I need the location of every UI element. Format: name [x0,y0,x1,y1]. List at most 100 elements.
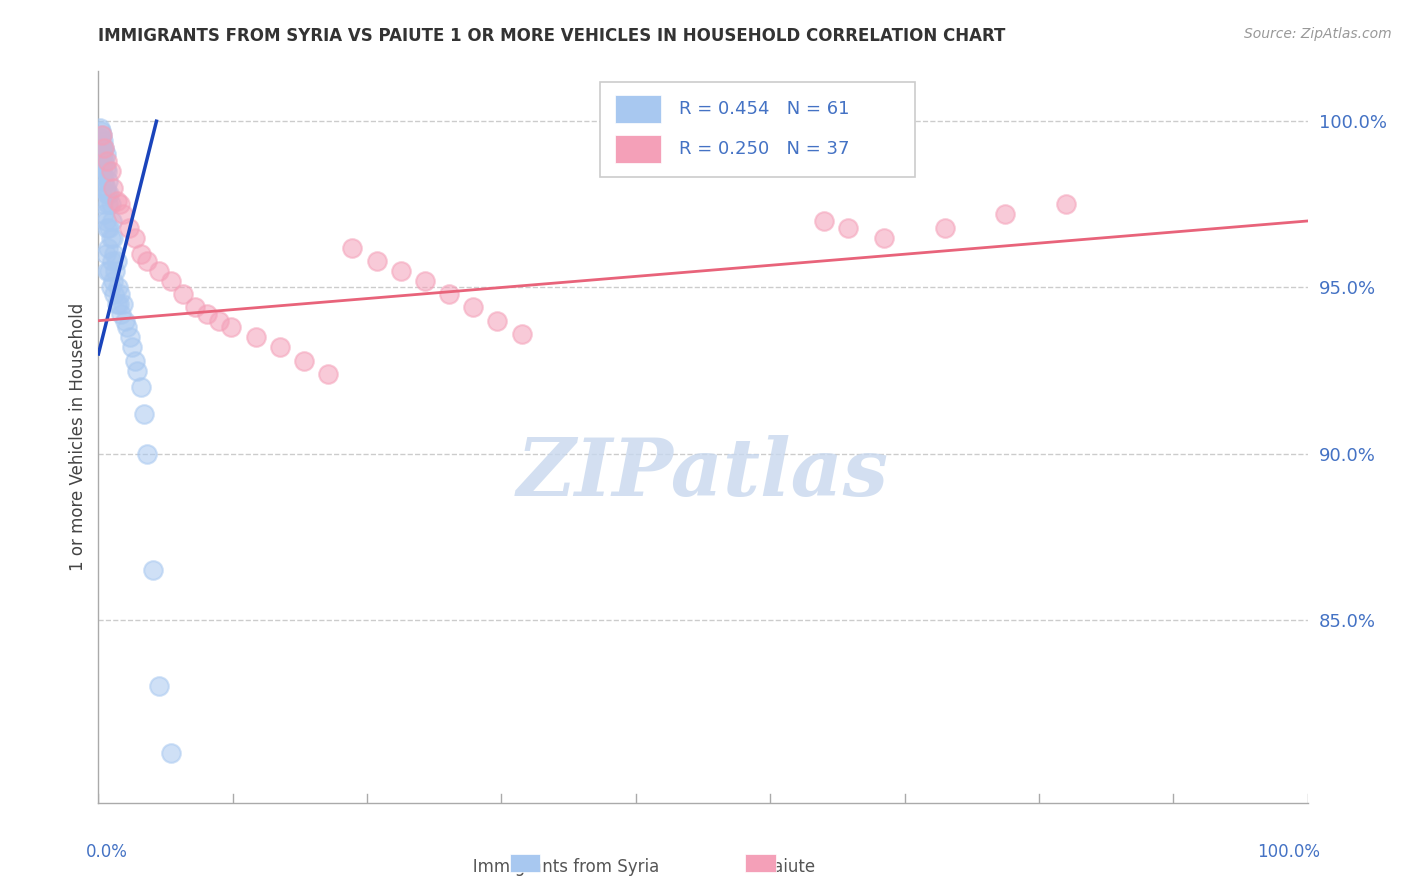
Point [96,187,118,202]
Point [90,137,112,152]
Y-axis label: 1 or more Vehicles in Household: 1 or more Vehicles in Household [69,303,87,571]
Point [94,180,117,194]
Point [91,161,114,175]
Point [1054,197,1077,211]
Text: 100.0%: 100.0% [1257,843,1320,861]
Point [510,326,533,341]
Point [148,680,170,694]
Point [135,253,157,268]
Point [100,253,122,268]
Point [245,330,267,344]
Point [221,320,243,334]
Point [389,264,412,278]
Point [118,330,141,344]
Point [105,253,128,268]
Point [97,174,120,188]
Text: IMMIGRANTS FROM SYRIA VS PAIUTE 1 OR MORE VEHICLES IN HOUSEHOLD CORRELATION CHAR: IMMIGRANTS FROM SYRIA VS PAIUTE 1 OR MOR… [98,27,1005,45]
Point [342,241,364,255]
Point [110,307,132,321]
Text: Immigrants from Syria: Immigrants from Syria [457,858,659,876]
Point [437,287,460,301]
Point [160,746,183,760]
Point [111,207,134,221]
Point [98,220,121,235]
Text: ZIPatlas: ZIPatlas [517,435,889,512]
Point [463,301,485,315]
Point [90,124,112,138]
Point [94,161,117,175]
Text: R = 0.454   N = 61: R = 0.454 N = 61 [679,100,849,118]
FancyBboxPatch shape [509,854,540,872]
FancyBboxPatch shape [600,82,915,178]
Point [97,241,120,255]
Point [103,247,125,261]
Point [127,363,149,377]
Point [160,274,183,288]
Point [103,287,125,301]
Point [366,253,388,268]
Text: R = 0.250   N = 37: R = 0.250 N = 37 [679,140,849,158]
Point [316,367,339,381]
Point [195,307,218,321]
Point [114,314,136,328]
Point [96,164,118,178]
Point [118,220,141,235]
Point [100,214,122,228]
FancyBboxPatch shape [614,95,661,122]
Point [124,230,146,244]
Point [91,197,114,211]
Point [208,314,231,328]
Point [91,168,114,182]
Point [97,197,120,211]
Point [873,230,896,244]
Point [121,340,143,354]
Point [184,301,207,315]
Point [292,353,315,368]
Text: Paiute: Paiute [748,858,815,876]
Point [135,447,157,461]
Point [94,147,117,161]
Point [93,207,115,221]
Point [105,194,128,208]
Point [91,141,114,155]
Point [934,220,956,235]
Point [94,247,117,261]
Point [90,154,112,169]
Point [91,180,114,194]
Point [93,174,115,188]
Point [105,297,128,311]
Point [108,297,131,311]
Point [117,320,139,334]
Point [94,214,117,228]
Point [101,180,124,194]
Point [142,563,165,577]
Point [994,207,1017,221]
Point [108,287,131,301]
Point [172,287,194,301]
Point [107,280,129,294]
Point [413,274,436,288]
Point [101,230,124,244]
Point [100,280,122,294]
Point [91,147,114,161]
Point [93,141,115,155]
Point [89,120,111,135]
Point [91,128,114,142]
Point [96,264,118,278]
Point [104,264,127,278]
Point [91,128,114,142]
Point [129,380,152,394]
Point [100,230,122,244]
Point [129,247,152,261]
Point [98,187,121,202]
Point [91,134,114,148]
Point [96,154,118,169]
Point [93,141,115,155]
Point [100,197,122,211]
FancyBboxPatch shape [745,854,776,872]
Point [134,407,156,421]
Text: 0.0%: 0.0% [86,843,128,861]
Point [98,264,121,278]
FancyBboxPatch shape [614,135,661,163]
Point [837,220,859,235]
